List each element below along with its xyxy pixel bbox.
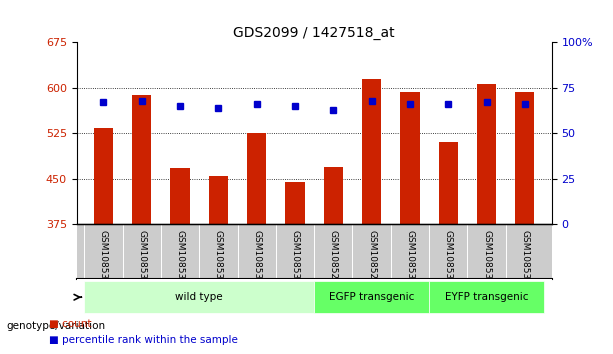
Bar: [94, 129, 113, 224]
Text: ■ percentile rank within the sample: ■ percentile rank within the sample: [49, 335, 238, 345]
Text: GSM108530: GSM108530: [405, 230, 414, 285]
Text: EYFP transgenic: EYFP transgenic: [445, 292, 528, 302]
Bar: [477, 84, 496, 224]
Text: GSM108537: GSM108537: [214, 230, 223, 285]
Text: GSM108528: GSM108528: [329, 230, 338, 285]
Text: GSM108539: GSM108539: [291, 230, 300, 285]
Text: GSM108533: GSM108533: [175, 230, 185, 285]
Bar: [209, 176, 228, 224]
Text: EGFP transgenic: EGFP transgenic: [329, 292, 414, 302]
Text: GSM108531: GSM108531: [99, 230, 108, 285]
Bar: [170, 168, 189, 224]
Text: GSM108538: GSM108538: [252, 230, 261, 285]
Bar: [400, 92, 419, 224]
Bar: [324, 167, 343, 224]
Text: wild type: wild type: [175, 292, 223, 302]
Text: GSM108535: GSM108535: [482, 230, 491, 285]
Text: GSM108536: GSM108536: [520, 230, 530, 285]
Bar: [516, 92, 535, 224]
Text: ■ count: ■ count: [49, 319, 91, 329]
Bar: [429, 281, 544, 313]
Text: GSM108534: GSM108534: [444, 230, 453, 285]
Bar: [132, 95, 151, 224]
Bar: [247, 133, 266, 224]
Bar: [439, 142, 458, 224]
Bar: [314, 281, 429, 313]
Text: GSM108529: GSM108529: [367, 230, 376, 285]
Bar: [85, 281, 314, 313]
Text: genotype/variation: genotype/variation: [6, 321, 105, 331]
Bar: [362, 79, 381, 224]
Text: GSM108532: GSM108532: [137, 230, 147, 285]
Bar: [286, 182, 305, 224]
Title: GDS2099 / 1427518_at: GDS2099 / 1427518_at: [234, 26, 395, 40]
